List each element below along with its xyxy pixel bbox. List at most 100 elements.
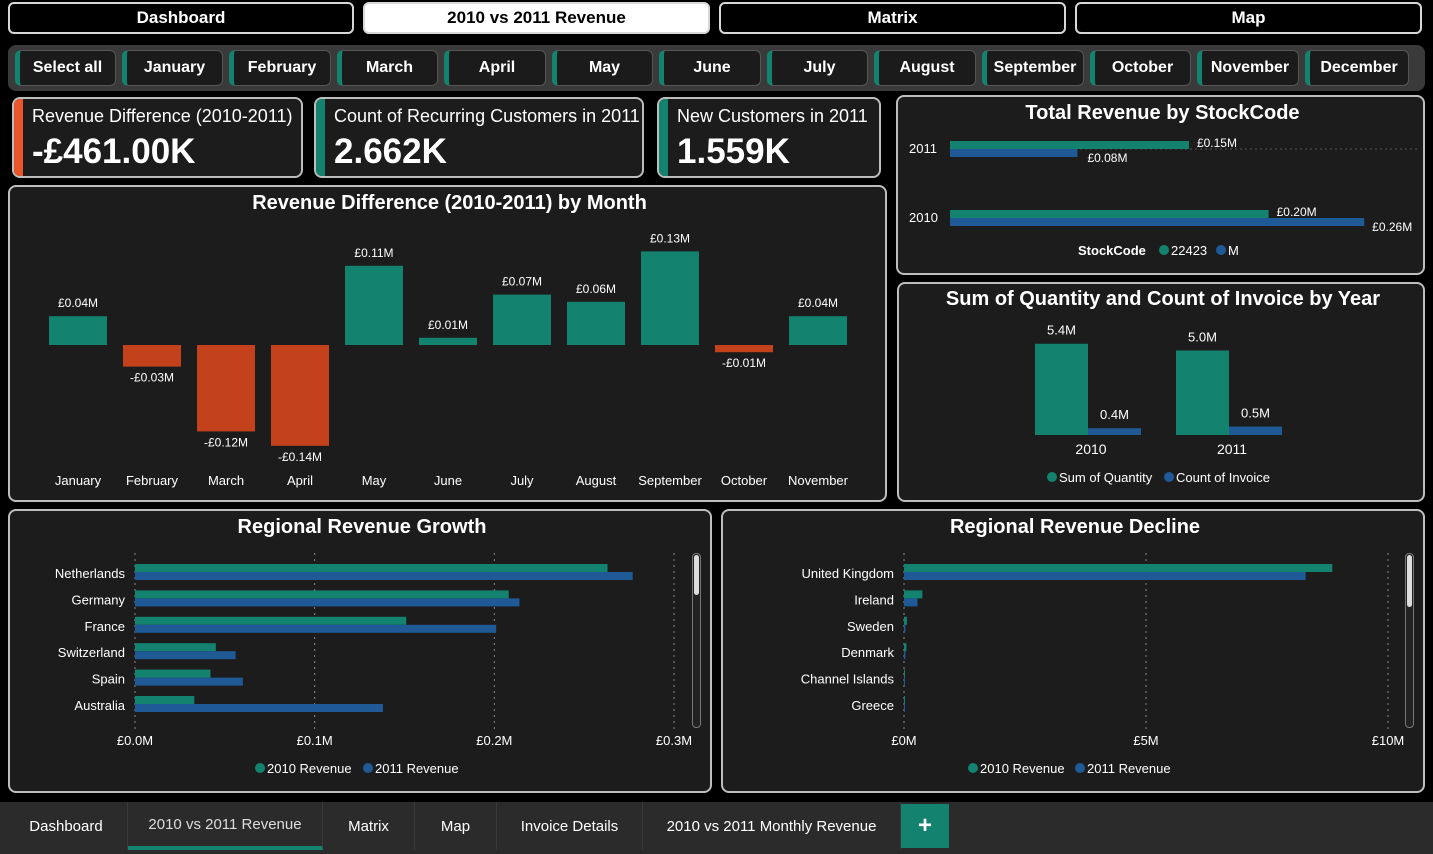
month-june[interactable]: June [659, 50, 761, 86]
bar-data-label: 5.4M [1047, 323, 1076, 338]
y-tick-label: Germany [72, 592, 126, 607]
month-bar [493, 294, 551, 345]
x-tick-label: February [126, 473, 179, 488]
nav-dashboard-button[interactable]: Dashboard [8, 2, 354, 34]
decline-scrollbar[interactable] [1405, 553, 1414, 728]
bar-data-label: £0.06M [576, 282, 616, 296]
quantity-bar [1035, 343, 1088, 435]
x-tick-label: £5M [1133, 733, 1158, 748]
monthly-difference-chart: £0.04M January -£0.03M February -£0.12M March… [49, 231, 849, 488]
x-tick-label: £0.2M [476, 733, 512, 748]
stockcode-bar [950, 141, 1189, 149]
stockcode-panel: Total Revenue by StockCode 2011 £0.15M £0.… [896, 95, 1425, 275]
x-tick-label: January [55, 473, 102, 488]
panel-title: Regional Revenue Growth [237, 516, 487, 538]
region-bar [135, 651, 236, 660]
month-may[interactable]: May [552, 50, 653, 86]
tab-monthly-revenue[interactable]: 2010 vs 2011 Monthly Revenue [643, 802, 901, 850]
kpi-accent [659, 99, 668, 176]
x-tick-label: July [510, 473, 534, 488]
region-bar [904, 598, 918, 607]
regional-decline-chart: £0M £5M £10M United Kingdom Ireland Sweden Den… [801, 553, 1404, 776]
regional-growth-chart: £0.0M £0.1M £0.2M £0.3M Netherlands Germany Fr… [55, 553, 692, 776]
bar-data-label: -£0.14M [278, 450, 322, 464]
add-tab-button[interactable]: + [901, 804, 949, 848]
tab-map[interactable]: Map [415, 802, 497, 850]
bar-data-label: £0.26M [1372, 220, 1412, 234]
panel-title: Revenue Difference (2010-2011) by Month [252, 192, 647, 214]
region-bar [904, 704, 905, 712]
growth-scrollbar[interactable] [692, 553, 701, 728]
month-select-all[interactable]: Select all [15, 50, 116, 86]
tab-matrix[interactable]: Matrix [323, 802, 415, 850]
regional-growth-panel: Regional Revenue Growth £0.0M £0.1M £0.2M £… [8, 509, 712, 793]
kpi-revenue-difference: Revenue Difference (2010-2011) -£461.00K [12, 97, 303, 178]
x-tick-label: October [721, 473, 768, 488]
month-october[interactable]: October [1090, 50, 1191, 86]
stockcode-chart: 2011 £0.15M £0.08M 2010 £0.20M £0.26M StockCod… [909, 136, 1418, 258]
legend-label: M [1228, 243, 1239, 258]
scrollbar-thumb[interactable] [1407, 555, 1412, 607]
month-december[interactable]: December [1305, 50, 1409, 86]
legend-label: 2010 Revenue [267, 761, 352, 776]
month-bar [49, 316, 107, 345]
stockcode-bar [950, 210, 1269, 218]
tab-revenue[interactable]: 2010 vs 2011 Revenue [128, 802, 323, 850]
kpi-recurring-customers: Count of Recurring Customers in 2011 2.6… [314, 97, 644, 178]
x-tick-label: 2011 [1217, 441, 1247, 457]
region-bar [135, 704, 383, 712]
legend-marker [363, 763, 373, 773]
legend-marker [1047, 472, 1057, 482]
month-september[interactable]: September [982, 50, 1084, 86]
kpi-value: 1.559K [677, 132, 790, 171]
legend-label: Sum of Quantity [1059, 470, 1153, 485]
x-tick-label: May [362, 473, 387, 488]
scrollbar-thumb[interactable] [694, 555, 699, 595]
legend-label: 2011 Revenue [375, 761, 459, 776]
month-bar [567, 301, 625, 345]
region-bar [904, 624, 906, 633]
quantity-bar [1229, 426, 1282, 435]
month-july[interactable]: July [767, 50, 868, 86]
nav-map-button[interactable]: Map [1075, 2, 1422, 34]
month-november[interactable]: November [1197, 50, 1299, 86]
nav-revenue-button[interactable]: 2010 vs 2011 Revenue [363, 2, 710, 34]
x-tick-label: £0.1M [297, 733, 333, 748]
y-tick-label: Switzerland [58, 645, 125, 660]
x-tick-label: November [788, 473, 849, 488]
month-january[interactable]: January [122, 50, 223, 86]
region-bar [904, 669, 905, 678]
y-tick-label: France [85, 619, 125, 634]
y-tick-label: Greece [851, 698, 894, 713]
y-tick-label: United Kingdom [802, 566, 895, 581]
bar-data-label: 0.4M [1100, 407, 1129, 422]
tab-invoice-details[interactable]: Invoice Details [497, 802, 643, 850]
bar-data-label: -£0.12M [204, 435, 248, 449]
kpi-label: Revenue Difference (2010-2011) [32, 106, 293, 126]
kpi-label: New Customers in 2011 [677, 106, 868, 126]
kpi-value: 2.662K [334, 132, 447, 171]
legend-marker [1164, 472, 1174, 482]
bar-data-label: £0.11M [354, 246, 393, 260]
bar-data-label: 5.0M [1188, 330, 1217, 345]
month-bar [271, 345, 329, 446]
month-bar [789, 316, 847, 345]
region-bar [135, 572, 633, 580]
x-tick-label: £0.0M [117, 733, 153, 748]
y-tick-label: 2011 [909, 141, 937, 156]
month-april[interactable]: April [444, 50, 546, 86]
month-august[interactable]: August [874, 50, 976, 86]
month-march[interactable]: March [337, 50, 438, 86]
region-bar [135, 677, 243, 686]
panel-title: Sum of Quantity and Count of Invoice by … [945, 288, 1381, 310]
region-bar [904, 677, 905, 686]
tab-dashboard[interactable]: Dashboard [5, 802, 128, 850]
region-bar [904, 564, 1333, 572]
bar-data-label: £0.13M [650, 231, 690, 245]
month-bar [641, 251, 699, 345]
nav-matrix-button[interactable]: Matrix [719, 2, 1066, 34]
month-february[interactable]: February [229, 50, 331, 86]
y-tick-label: Channel Islands [801, 672, 895, 687]
region-bar [135, 590, 509, 599]
x-tick-label: April [287, 473, 313, 488]
